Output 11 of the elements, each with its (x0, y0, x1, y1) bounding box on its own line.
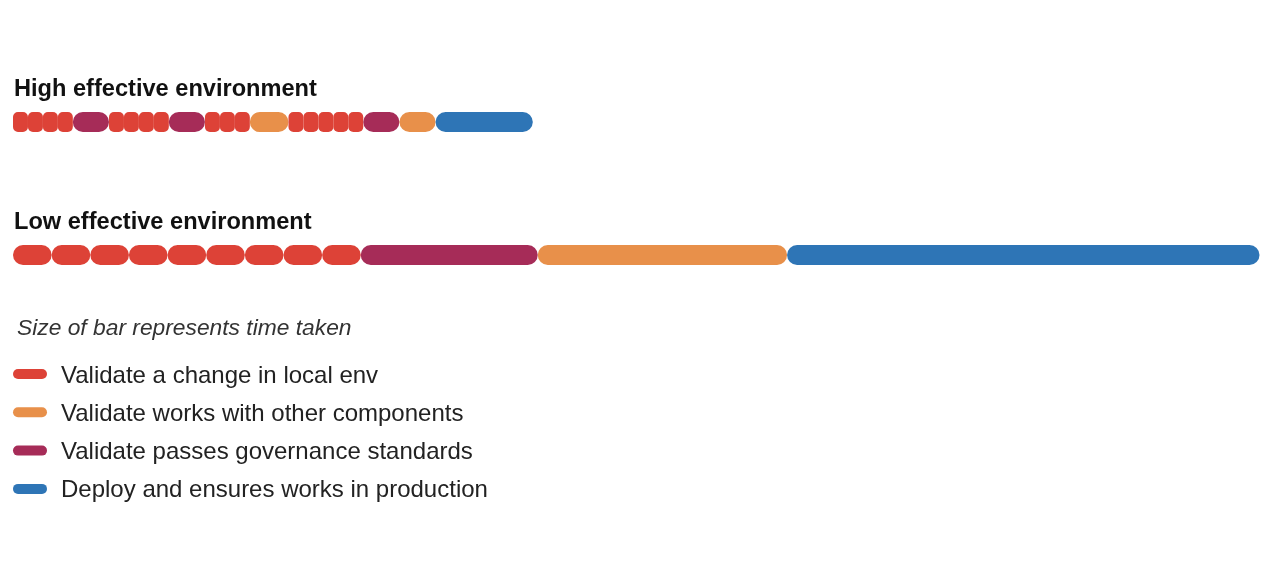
legend-label: Validate works with other components (61, 398, 464, 426)
bar (537, 245, 788, 265)
legend-label: Validate passes governance standards (61, 437, 473, 465)
y-tick-label: Low effective environment (14, 208, 312, 234)
bar (435, 112, 533, 132)
text: Size of bar represents time taken (17, 313, 352, 340)
legend-label: Validate a change in local env (61, 360, 379, 388)
y-tick-label: High effective environment (14, 75, 317, 101)
bar (787, 245, 1260, 265)
bar (360, 245, 538, 265)
legend-label: Deploy and ensures works in production (61, 475, 488, 503)
